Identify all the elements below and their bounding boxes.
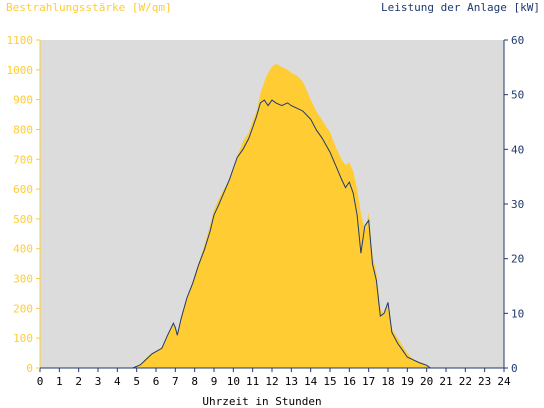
y-left-tick-label: 800 (13, 123, 33, 136)
x-tick-label: 14 (304, 375, 318, 388)
x-axis-ticks: 0 1 2 3 4 5 6 7 8 9 10 11 12 13 14 15 16 17 18 19 20 21 22 23 24 (37, 368, 511, 388)
y-right-tick-label: 0 (511, 362, 518, 375)
y-left-tick-label: 200 (13, 302, 33, 315)
right-axis-ticks: 0 10 20 30 40 50 60 (504, 34, 524, 375)
x-tick-label: 8 (191, 375, 198, 388)
y-left-tick-label: 500 (13, 213, 33, 226)
y-right-tick-label: 50 (511, 89, 524, 102)
y-left-tick-label: 600 (13, 183, 33, 196)
x-tick-label: 15 (323, 375, 336, 388)
y-left-tick-label: 100 (13, 332, 33, 345)
y-left-tick-label: 300 (13, 273, 33, 286)
x-tick-label: 13 (285, 375, 298, 388)
x-axis-label: Uhrzeit in Stunden (202, 395, 321, 408)
x-tick-label: 18 (381, 375, 394, 388)
x-tick-label: 10 (227, 375, 240, 388)
x-tick-label: 16 (343, 375, 356, 388)
x-tick-label: 6 (153, 375, 160, 388)
power-line (40, 99, 504, 369)
irradiance-area (40, 63, 504, 369)
x-tick-label: 21 (439, 375, 452, 388)
x-tick-label: 24 (497, 375, 511, 388)
x-tick-label: 19 (401, 375, 414, 388)
y-left-tick-label: 0 (26, 362, 33, 375)
x-tick-label: 5 (133, 375, 140, 388)
right-axis-title: Leistung der Anlage [kW] (381, 1, 540, 14)
x-tick-label: 11 (246, 375, 259, 388)
left-axis-ticks: 0 100 200 300 400 500 600 700 800 900 1000 1100 (7, 34, 40, 375)
power-series (40, 99, 504, 369)
y-right-tick-label: 30 (511, 198, 524, 211)
y-right-tick-label: 20 (511, 253, 524, 266)
x-tick-label: 17 (362, 375, 375, 388)
y-left-tick-label: 1100 (7, 34, 34, 47)
y-right-tick-label: 40 (511, 143, 524, 156)
x-tick-label: 3 (95, 375, 102, 388)
left-axis-title: Bestrahlungsstärke [W/qm] (6, 1, 172, 14)
x-tick-label: 12 (265, 375, 278, 388)
y-right-tick-label: 10 (511, 307, 524, 320)
y-left-tick-label: 700 (13, 153, 33, 166)
y-left-tick-label: 400 (13, 243, 33, 256)
x-tick-label: 2 (75, 375, 82, 388)
x-tick-label: 4 (114, 375, 121, 388)
y-left-tick-label: 1000 (7, 64, 34, 77)
x-tick-label: 23 (478, 375, 491, 388)
y-right-tick-label: 60 (511, 34, 524, 47)
x-tick-label: 7 (172, 375, 179, 388)
x-tick-label: 0 (37, 375, 44, 388)
x-tick-label: 20 (420, 375, 433, 388)
x-tick-label: 22 (459, 375, 472, 388)
irradiance-series (40, 63, 504, 369)
y-left-tick-label: 900 (13, 94, 33, 107)
x-tick-label: 9 (211, 375, 218, 388)
x-tick-label: 1 (56, 375, 63, 388)
